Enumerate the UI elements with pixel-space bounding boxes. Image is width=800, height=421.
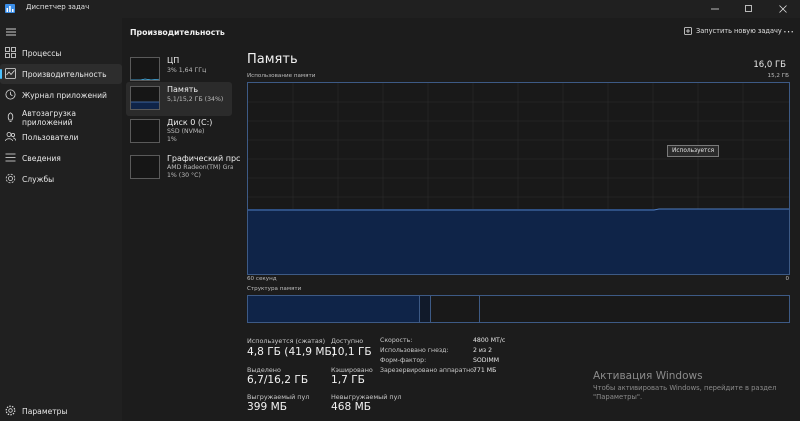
resource-item-disk[interactable]: Диск 0 (C:) SSD (NVMe) 1% (126, 115, 232, 149)
disk-thumbnail-graph (130, 119, 160, 143)
memory-usage-graph (247, 82, 790, 275)
available-label: Доступно (331, 337, 364, 345)
resource-detail: 1% (30 °C) (167, 172, 201, 179)
in-use-tooltip: Используется (667, 145, 720, 157)
minimize-button[interactable] (698, 0, 732, 18)
speed-label: Скорость: (380, 337, 413, 344)
startup-icon (7, 112, 14, 122)
close-icon (779, 5, 787, 13)
performance-icon (5, 68, 16, 79)
maximize-button[interactable] (732, 0, 766, 18)
sidebar-item-label: Производительность (22, 69, 107, 79)
history-icon (5, 89, 16, 100)
in-use-value: 4,8 ГБ (41,9 МБ) (247, 346, 336, 358)
nonpaged-pool-label: Невыгружаемый пул (331, 393, 402, 401)
services-icon (5, 173, 16, 184)
more-options-icon[interactable]: ⋯ (783, 25, 794, 38)
activation-watermark-text: Чтобы активировать Windows, перейдите в … (593, 384, 777, 401)
memory-usage-area (248, 209, 789, 274)
cached-label: Кэшировано (331, 366, 373, 374)
sidebar-item-label: Службы (22, 174, 55, 184)
resource-detail: 1% (167, 136, 177, 143)
memory-thumbnail-graph (130, 86, 160, 110)
structure-standby (431, 296, 480, 322)
structure-in-use (248, 296, 420, 322)
sidebar-item-app-history[interactable]: Журнал приложений (0, 85, 122, 105)
resource-item-memory[interactable]: Память 5,1/15,2 ГБ (34%) (126, 82, 232, 116)
memory-usage-max: 15,2 ГБ (767, 73, 789, 79)
users-icon (5, 132, 16, 142)
memory-structure-label: Структура памяти (247, 286, 302, 292)
sidebar-item-details[interactable]: Сведения (0, 148, 122, 168)
graph-time-label: 60 секунд (247, 276, 277, 282)
sidebar-item-label: Процессы (22, 48, 62, 58)
committed-label: Выделено (247, 366, 281, 374)
paged-pool-value: 399 МБ (247, 401, 287, 413)
close-button[interactable] (766, 0, 800, 18)
hamburger-menu-icon[interactable] (6, 28, 16, 36)
sidebar-item-settings[interactable]: Параметры (0, 401, 122, 421)
memory-title: Память (247, 52, 298, 67)
resource-detail: 3% 1,64 ГГц (167, 67, 207, 74)
run-new-task-label: Запустить новую задачу (696, 27, 782, 35)
sidebar-item-performance[interactable]: Производительность (0, 64, 122, 84)
nonpaged-pool-value: 468 МБ (331, 401, 371, 413)
minimize-icon (711, 8, 719, 10)
gpu-thumbnail-graph (130, 155, 160, 179)
resource-detail: AMD Radeon(TM) Grap (167, 164, 233, 171)
memory-usage-label: Использование памяти (247, 73, 316, 79)
resource-detail: 5,1/15,2 ГБ (34%) (167, 96, 224, 103)
sidebar-item-startup[interactable]: Автозагрузка приложений (0, 106, 122, 130)
available-value: 10,1 ГБ (331, 346, 372, 358)
details-icon (5, 153, 16, 162)
resource-name: Диск 0 (C:) (167, 118, 213, 127)
sidebar-item-services[interactable]: Службы (0, 169, 122, 189)
slots-label: Использовано гнезд: (380, 347, 449, 354)
resource-item-gpu[interactable]: Графический прс AMD Radeon(TM) Grap 1% (… (126, 151, 240, 185)
grid-icon (5, 47, 16, 58)
cpu-thumbnail-graph (130, 57, 160, 81)
new-task-icon (684, 27, 692, 35)
graph-min-label: 0 (785, 276, 789, 282)
cached-value: 1,7 ГБ (331, 374, 365, 386)
maximize-icon (745, 5, 752, 12)
in-use-label: Используется (сжатая) (247, 337, 326, 345)
memory-usage-line (248, 208, 789, 211)
gear-icon (5, 405, 16, 416)
main-panel: Производительность Запустить новую задач… (122, 18, 800, 421)
committed-value: 6,7/16,2 ГБ (247, 374, 309, 386)
memory-total: 16,0 ГБ (753, 60, 786, 70)
paged-pool-label: Выгружаемый пул (247, 393, 310, 401)
speed-value: 4800 МТ/с (473, 337, 506, 344)
task-manager-icon (5, 4, 15, 13)
sidebar-item-label: Параметры (22, 406, 68, 416)
hardware-reserved-label: Зарезервировано аппаратно: (380, 367, 477, 374)
title-bar: Диспетчер задач (0, 0, 800, 18)
sidebar-item-users[interactable]: Пользователи (0, 127, 122, 147)
sidebar-item-processes[interactable]: Процессы (0, 43, 122, 63)
sidebar-item-label: Сведения (22, 153, 61, 163)
form-factor-label: Форм-фактор: (380, 357, 427, 364)
resource-name: ЦП (167, 56, 180, 65)
sidebar: Процессы Производительность Журнал прило… (0, 18, 122, 421)
resource-name: Память (167, 85, 199, 94)
form-factor-value: SODIMM (473, 357, 500, 364)
structure-modified (420, 296, 431, 322)
memory-structure-bar (247, 295, 790, 323)
sidebar-item-label: Журнал приложений (22, 90, 107, 100)
sidebar-item-label: Пользователи (22, 132, 79, 142)
window-title: Диспетчер задач (26, 3, 90, 11)
resource-name: Графический прс (167, 154, 241, 163)
page-title: Производительность (130, 28, 225, 37)
sidebar-item-label: Автозагрузка приложений (22, 109, 77, 127)
hardware-reserved-value: 771 МБ (473, 367, 497, 374)
run-new-task-button[interactable]: Запустить новую задачу (684, 27, 782, 35)
resource-item-cpu[interactable]: ЦП 3% 1,64 ГГц (126, 53, 232, 87)
slots-value: 2 из 2 (473, 347, 493, 354)
resource-detail: SSD (NVMe) (167, 128, 205, 135)
activation-watermark-title: Активация Windows (593, 370, 703, 382)
